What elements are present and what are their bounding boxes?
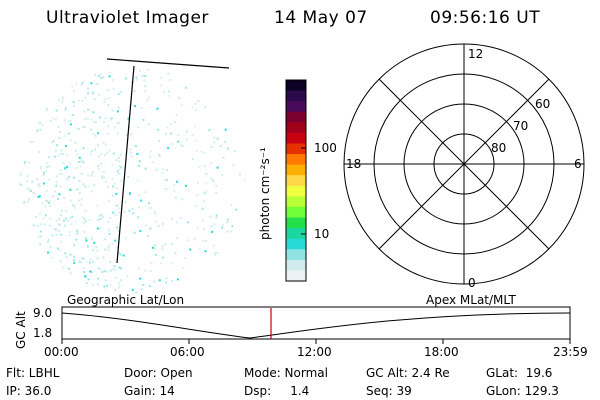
lat-label-60: 60 xyxy=(535,97,551,111)
polar-grid xyxy=(343,43,585,285)
time-label: 09:56:16 UT xyxy=(430,8,541,28)
info-door: Door: Open xyxy=(124,366,193,380)
colorbar-segment xyxy=(286,164,306,176)
colorbar-segment xyxy=(286,111,306,123)
colorbar-label-10: 10 xyxy=(314,227,330,241)
colorbar-segment xyxy=(286,206,306,219)
x-tick-1800: 18:00 xyxy=(424,345,459,359)
y-tick-1-8: 1.8 xyxy=(33,326,53,340)
info-dsp: Dsp: 1.4 xyxy=(244,384,310,398)
x-tick-0000: 00:00 xyxy=(44,345,79,359)
colorbar-segment xyxy=(286,185,306,197)
colorbar-segment xyxy=(286,80,306,92)
x-tick-0600: 06:00 xyxy=(170,345,205,359)
x-tick-2359: 23:59 xyxy=(553,345,588,359)
y-tick-9: 9.0 xyxy=(33,306,53,320)
image-meridian-line xyxy=(116,65,135,264)
colorbar-segment xyxy=(286,217,306,229)
colorbar-segment xyxy=(286,101,306,113)
colorbar-segment xyxy=(286,196,306,208)
info-glon: GLon: 129.3 xyxy=(486,384,559,398)
info-glat: GLat: 19.6 xyxy=(486,366,553,380)
colorbar-segment xyxy=(286,122,306,134)
colorbar-segment xyxy=(286,249,306,261)
colorbar-label-100: 100 xyxy=(314,141,337,155)
colorbar-segment xyxy=(286,228,306,240)
colorbar-segment xyxy=(286,270,306,282)
altitude-plot xyxy=(61,306,571,344)
image-boundary-line xyxy=(106,58,230,69)
x-tick-1200: 12:00 xyxy=(297,345,332,359)
info-filter: Flt: LBHL xyxy=(6,366,60,380)
colorbar-segment xyxy=(286,132,306,145)
altitude-curve xyxy=(61,312,571,339)
mlt-label-12: 12 xyxy=(468,47,484,61)
colorbar-segment xyxy=(286,175,306,187)
gc-alt-axis-title: GC Alt xyxy=(14,311,28,349)
mlt-label-0: 0 xyxy=(468,276,476,290)
colorbar-segment xyxy=(286,90,306,102)
lat-label-70: 70 xyxy=(513,119,529,133)
info-mode: Mode: Normal xyxy=(244,366,328,380)
lat-label-80: 80 xyxy=(491,141,507,155)
info-gain: Gain: 14 xyxy=(124,384,175,398)
colorbar-segment xyxy=(286,154,306,166)
info-gc-alt: GC Alt: 2.4 Re xyxy=(366,366,450,380)
colorbar xyxy=(285,79,307,282)
colorbar-segment xyxy=(286,238,306,250)
info-ip: IP: 36.0 xyxy=(6,384,52,398)
mlt-label-6: 6 xyxy=(574,157,582,171)
geographic-label: Geographic Lat/Lon xyxy=(67,293,185,307)
colorbar-segment xyxy=(286,143,306,155)
apex-label: Apex MLat/MLT xyxy=(426,293,516,307)
uv-image xyxy=(19,67,245,293)
colorbar-unit-label: photon cm⁻²s⁻¹ xyxy=(258,147,272,240)
mlt-label-18: 18 xyxy=(346,157,362,171)
instrument-title: Ultraviolet Imager xyxy=(46,8,209,28)
colorbar-segment xyxy=(286,259,306,272)
date-label: 14 May 07 xyxy=(274,8,368,28)
info-seq: Seq: 39 xyxy=(366,384,412,398)
